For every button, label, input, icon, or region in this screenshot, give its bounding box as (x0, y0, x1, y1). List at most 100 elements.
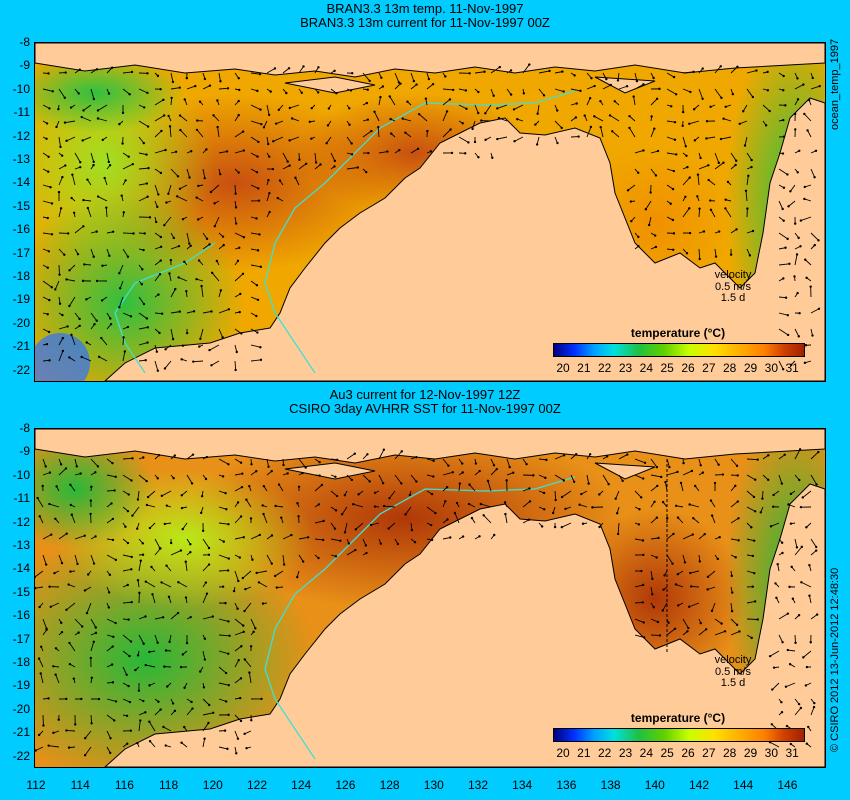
current-arrow-head (787, 205, 790, 208)
current-arrow (154, 130, 162, 138)
current-arrow (234, 645, 242, 652)
current-arrow (234, 360, 237, 371)
current-arrow-head (698, 207, 701, 210)
current-arrow-head (188, 242, 191, 245)
current-arrow-head (365, 170, 368, 174)
bottom-title-2: CSIRO 3day AVHRR SST for 11-Nov-1997 00Z (289, 401, 561, 416)
current-arrow-head (174, 150, 178, 153)
current-arrow (242, 570, 252, 579)
current-arrow-head (48, 298, 51, 302)
current-arrow (771, 682, 780, 690)
current-arrow (154, 149, 166, 154)
current-arrow (81, 116, 92, 122)
current-arrow (138, 196, 148, 202)
current-arrow-head (184, 560, 187, 563)
current-arrow-head (556, 109, 559, 112)
current-arrow-head (137, 689, 141, 692)
current-arrow (634, 474, 644, 479)
current-arrow-head (210, 364, 213, 367)
current-arrow-head (408, 493, 412, 497)
current-arrow-head (171, 702, 175, 705)
current-arrow-head (89, 656, 93, 660)
current-arrow-head (82, 198, 85, 202)
bottom-velocity-duration: 1.5 d (720, 677, 746, 689)
current-arrow (138, 183, 147, 186)
current-arrow-head (64, 71, 67, 74)
y-tick-label: -9 (19, 444, 30, 459)
current-arrow-head (95, 279, 99, 283)
current-arrow-head (199, 511, 203, 515)
current-arrow-head (632, 95, 635, 98)
current-arrow (218, 308, 230, 314)
current-arrow-head (742, 110, 745, 113)
current-arrow-head (108, 254, 111, 257)
current-arrow-head (369, 523, 373, 527)
current-arrow-head (535, 143, 539, 146)
current-arrow (118, 296, 124, 308)
current-arrow-head (444, 75, 447, 78)
current-arrow-head (380, 76, 383, 79)
indonesia-islands (35, 429, 825, 464)
current-arrow-head (237, 113, 240, 117)
y-tick-label: -19 (12, 292, 30, 307)
current-arrow (137, 490, 140, 500)
current-arrow-head (306, 536, 310, 539)
current-arrow (474, 104, 479, 114)
current-arrow (282, 67, 290, 74)
current-arrow (346, 136, 353, 144)
current-arrow (154, 548, 161, 556)
current-arrow-head (640, 496, 643, 499)
current-arrow-head (495, 467, 498, 471)
y-tick-label: -10 (12, 81, 30, 96)
current-arrow-head (156, 74, 160, 78)
current-arrow-head (160, 494, 164, 498)
current-arrow (374, 111, 380, 122)
current-arrow (234, 516, 242, 524)
current-arrow-head (564, 507, 567, 511)
x-tick-label: 146 (777, 778, 798, 792)
current-arrow-head (782, 89, 785, 92)
current-arrow (202, 311, 212, 314)
current-arrow (746, 474, 756, 481)
current-arrow (410, 474, 417, 482)
current-arrow (55, 674, 60, 684)
current-arrow-head (267, 178, 270, 182)
current-arrow-head (208, 243, 211, 246)
current-arrow-head (141, 268, 144, 271)
current-arrow-head (310, 106, 313, 110)
island (284, 76, 376, 94)
current-arrow (282, 152, 289, 162)
current-arrow-head (652, 76, 655, 80)
current-arrow (48, 745, 60, 748)
current-arrow (54, 280, 60, 290)
current-arrow-head (168, 125, 172, 128)
current-arrow-head (77, 92, 80, 95)
current-arrow-head (68, 641, 71, 645)
current-arrow-head (656, 484, 659, 488)
current-arrow (58, 337, 64, 346)
current-arrow-head (207, 553, 211, 556)
current-arrow-head (48, 107, 51, 110)
current-arrow-head (90, 485, 93, 489)
current-arrow-head (146, 495, 150, 499)
current-arrow (314, 520, 324, 524)
current-arrow (202, 650, 206, 660)
y-tick-label: -15 (12, 584, 30, 599)
current-arrow (122, 474, 132, 481)
current-arrow-head (701, 67, 704, 70)
current-arrow-head (189, 244, 192, 247)
current-arrow (648, 216, 652, 226)
current-arrow-head (750, 165, 753, 169)
current-arrow-head (718, 536, 721, 539)
current-arrow (74, 225, 84, 234)
current-arrow (634, 150, 644, 154)
current-arrow-head (417, 112, 421, 116)
current-arrow-head (478, 469, 481, 473)
current-arrow-head (113, 719, 116, 722)
current-arrow (298, 163, 307, 170)
current-arrow-head (813, 176, 816, 179)
current-arrow-head (86, 178, 89, 181)
current-arrow (202, 564, 210, 572)
current-arrow (234, 659, 240, 668)
current-arrow-head (534, 123, 537, 126)
